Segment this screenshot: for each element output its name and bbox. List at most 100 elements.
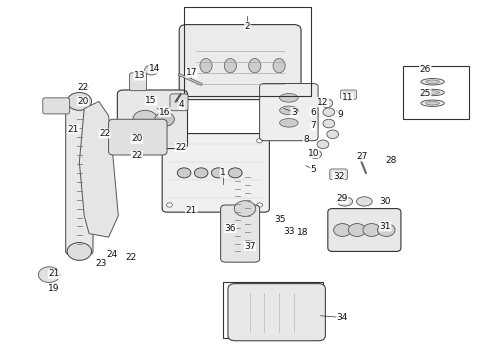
Circle shape bbox=[342, 92, 353, 100]
FancyBboxPatch shape bbox=[129, 73, 147, 91]
Text: 26: 26 bbox=[419, 65, 431, 74]
Text: 2: 2 bbox=[245, 22, 250, 31]
Circle shape bbox=[145, 65, 158, 75]
Ellipse shape bbox=[224, 59, 237, 73]
Ellipse shape bbox=[426, 91, 440, 94]
Ellipse shape bbox=[280, 106, 298, 114]
Bar bbox=[184, 7, 311, 96]
Circle shape bbox=[321, 99, 333, 108]
Text: 5: 5 bbox=[310, 165, 316, 174]
Text: 12: 12 bbox=[317, 98, 329, 107]
FancyBboxPatch shape bbox=[179, 24, 301, 100]
Circle shape bbox=[334, 224, 351, 237]
Text: 17: 17 bbox=[186, 68, 197, 77]
Ellipse shape bbox=[421, 89, 444, 96]
Ellipse shape bbox=[280, 94, 298, 102]
Text: 30: 30 bbox=[380, 197, 391, 206]
Text: 34: 34 bbox=[337, 313, 348, 322]
Ellipse shape bbox=[421, 78, 444, 85]
Ellipse shape bbox=[280, 118, 298, 127]
Text: 28: 28 bbox=[386, 156, 397, 165]
Text: 21: 21 bbox=[186, 206, 197, 215]
FancyBboxPatch shape bbox=[220, 205, 260, 262]
Text: 23: 23 bbox=[96, 260, 107, 269]
Text: 20: 20 bbox=[131, 134, 143, 143]
Circle shape bbox=[257, 139, 263, 143]
Circle shape bbox=[155, 112, 174, 126]
Text: 8: 8 bbox=[303, 135, 309, 144]
Text: 21: 21 bbox=[68, 125, 79, 134]
Circle shape bbox=[377, 224, 395, 237]
Ellipse shape bbox=[426, 102, 440, 105]
Text: 19: 19 bbox=[48, 284, 60, 293]
Text: 20: 20 bbox=[77, 97, 88, 106]
Text: 29: 29 bbox=[337, 194, 348, 203]
Text: 4: 4 bbox=[179, 100, 184, 109]
Circle shape bbox=[195, 168, 208, 178]
Ellipse shape bbox=[248, 59, 261, 73]
Circle shape bbox=[38, 267, 60, 283]
Bar bbox=[223, 282, 323, 338]
Circle shape bbox=[234, 201, 256, 216]
Polygon shape bbox=[79, 102, 118, 237]
FancyBboxPatch shape bbox=[170, 94, 188, 111]
Text: 27: 27 bbox=[356, 152, 368, 161]
FancyBboxPatch shape bbox=[341, 90, 357, 99]
Circle shape bbox=[167, 139, 172, 143]
Text: 10: 10 bbox=[307, 149, 319, 158]
Text: 31: 31 bbox=[380, 222, 391, 231]
Text: 37: 37 bbox=[244, 242, 256, 251]
FancyBboxPatch shape bbox=[328, 208, 401, 251]
Text: 22: 22 bbox=[175, 143, 186, 152]
Text: 15: 15 bbox=[145, 96, 157, 105]
Text: 32: 32 bbox=[333, 172, 344, 181]
Circle shape bbox=[317, 140, 329, 149]
FancyBboxPatch shape bbox=[43, 98, 70, 114]
Circle shape bbox=[167, 203, 172, 207]
Ellipse shape bbox=[273, 59, 285, 73]
Text: 33: 33 bbox=[283, 227, 294, 236]
Circle shape bbox=[327, 130, 339, 139]
Circle shape bbox=[211, 168, 225, 178]
Text: 6: 6 bbox=[310, 108, 316, 117]
Bar bbox=[403, 66, 469, 119]
Text: 3: 3 bbox=[291, 108, 296, 117]
FancyBboxPatch shape bbox=[109, 119, 167, 155]
Text: 14: 14 bbox=[148, 64, 160, 73]
Circle shape bbox=[257, 203, 263, 207]
Text: 9: 9 bbox=[337, 111, 343, 120]
Circle shape bbox=[228, 168, 242, 178]
FancyBboxPatch shape bbox=[117, 90, 188, 149]
FancyBboxPatch shape bbox=[330, 169, 347, 180]
Text: 22: 22 bbox=[125, 253, 136, 262]
Text: 35: 35 bbox=[274, 215, 286, 224]
FancyBboxPatch shape bbox=[162, 134, 270, 212]
Circle shape bbox=[363, 224, 380, 237]
Circle shape bbox=[67, 93, 92, 111]
Ellipse shape bbox=[421, 100, 444, 107]
Ellipse shape bbox=[337, 197, 353, 206]
Circle shape bbox=[348, 224, 366, 237]
Text: 22: 22 bbox=[77, 83, 88, 92]
Text: 13: 13 bbox=[134, 71, 146, 80]
Circle shape bbox=[133, 111, 157, 128]
FancyBboxPatch shape bbox=[66, 106, 93, 254]
Text: 16: 16 bbox=[159, 108, 171, 117]
Ellipse shape bbox=[426, 80, 440, 84]
Text: 22: 22 bbox=[99, 129, 110, 138]
Circle shape bbox=[323, 119, 335, 128]
Text: 21: 21 bbox=[49, 269, 60, 278]
Ellipse shape bbox=[200, 59, 212, 73]
Text: 24: 24 bbox=[107, 250, 118, 259]
Text: 11: 11 bbox=[342, 93, 353, 102]
Text: 25: 25 bbox=[419, 89, 431, 98]
Ellipse shape bbox=[357, 197, 372, 206]
Text: 7: 7 bbox=[310, 121, 316, 130]
Circle shape bbox=[323, 108, 335, 116]
Text: 1: 1 bbox=[220, 168, 226, 177]
Text: 36: 36 bbox=[224, 224, 236, 233]
Text: 18: 18 bbox=[297, 228, 308, 237]
Circle shape bbox=[177, 168, 191, 178]
Text: 22: 22 bbox=[131, 151, 143, 160]
FancyBboxPatch shape bbox=[228, 284, 325, 341]
